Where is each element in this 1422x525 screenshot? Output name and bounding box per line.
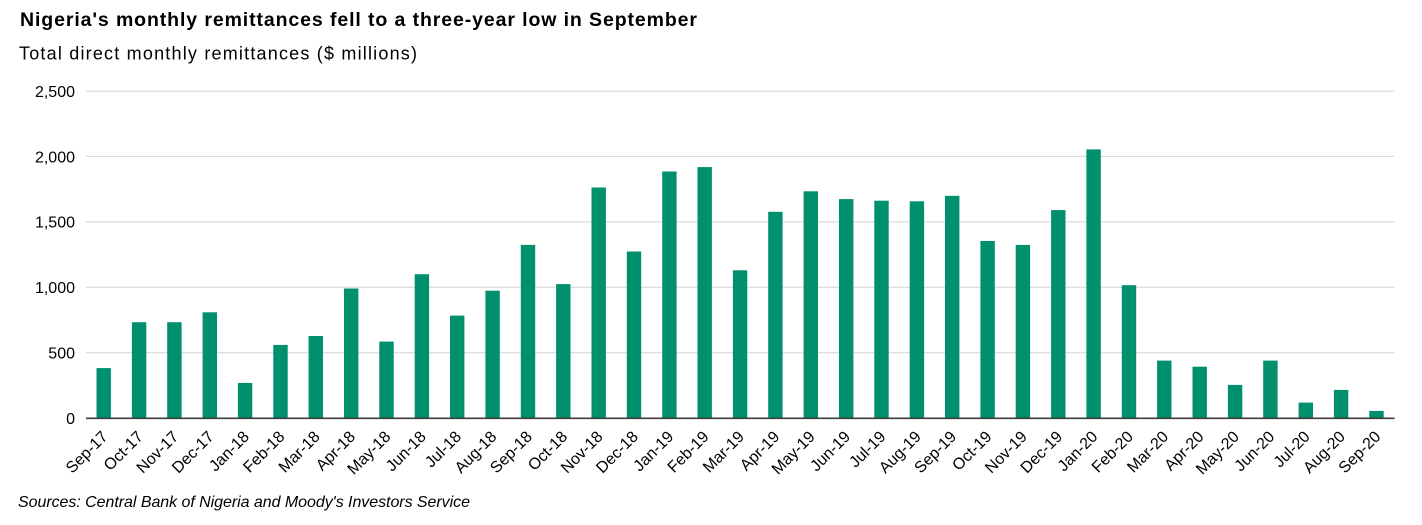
svg-text:2,000: 2,000 [35,149,75,166]
svg-text:0: 0 [66,411,75,428]
svg-text:500: 500 [48,345,75,362]
svg-text:Nigeria's monthly remittances: Nigeria's monthly remittances fell to a … [20,9,697,31]
svg-text:2,500: 2,500 [35,84,75,101]
svg-text:Sources: Central Bank of Niger: Sources: Central Bank of Nigeria and Moo… [18,494,470,511]
svg-text:1,500: 1,500 [35,215,75,232]
svg-text:1,000: 1,000 [35,280,75,297]
svg-text:Total direct monthly remittanc: Total direct monthly remittances ($ mill… [19,44,417,64]
